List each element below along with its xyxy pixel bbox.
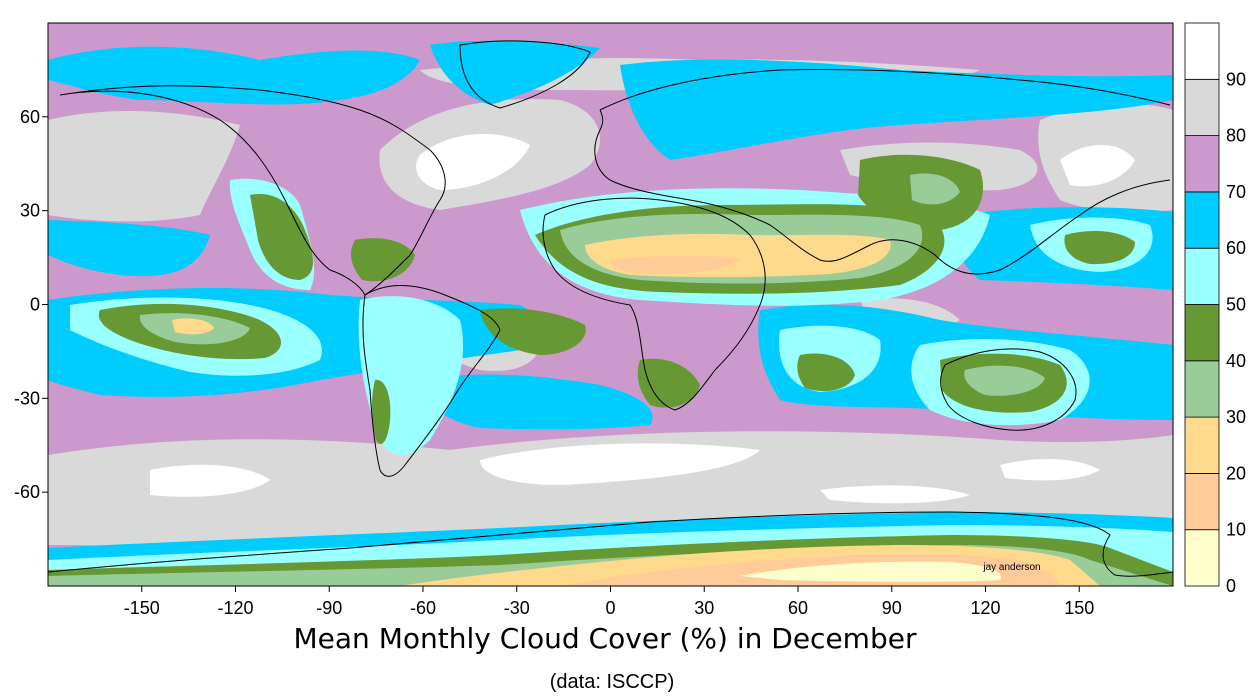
legend-swatch bbox=[1184, 416, 1220, 474]
y-tick-label: 0 bbox=[30, 295, 40, 315]
field-white-southern-4 bbox=[1000, 458, 1100, 481]
legend-tick-label: 80 bbox=[1226, 126, 1246, 146]
legend-tick-label: 50 bbox=[1226, 295, 1246, 315]
field-caribbean-green bbox=[350, 238, 415, 282]
field-south-atlantic-cyan bbox=[420, 374, 653, 430]
x-tick-label: -150 bbox=[124, 598, 160, 618]
legend-swatch bbox=[1184, 529, 1220, 587]
field-mexico-green bbox=[250, 194, 314, 280]
x-tick-label: 120 bbox=[970, 598, 1000, 618]
legend: 0 10 20 30 40 50 60 70 80 90 bbox=[1184, 22, 1246, 596]
coast-africa bbox=[542, 197, 766, 411]
coast-south-america bbox=[362, 285, 501, 477]
legend-tick-label: 90 bbox=[1226, 69, 1246, 89]
coastlines bbox=[48, 40, 1173, 577]
legend-tick-label: 60 bbox=[1226, 238, 1246, 258]
legend-tick-label: 10 bbox=[1226, 520, 1246, 540]
x-tick-label: -60 bbox=[410, 598, 436, 618]
map-subtitle: (data: ISCCP) bbox=[550, 671, 674, 693]
field-andes-green bbox=[372, 379, 391, 444]
x-tick-label: -90 bbox=[316, 598, 342, 618]
coast-greenland bbox=[459, 40, 591, 109]
coast-antarctica bbox=[48, 511, 1173, 577]
field-eurasia-cyan bbox=[620, 59, 1173, 160]
field-white-southern-3 bbox=[820, 485, 970, 504]
legend-swatch bbox=[1184, 360, 1220, 418]
y-axis: 60 30 0 -30 -60 bbox=[14, 107, 48, 502]
legend-tick-label: 30 bbox=[1226, 407, 1246, 427]
cloud-field: jay anderson bbox=[48, 23, 1173, 586]
legend-swatch bbox=[1184, 304, 1220, 362]
legend-tick-label: 40 bbox=[1226, 351, 1246, 371]
y-tick-label: -60 bbox=[14, 482, 40, 502]
coast-north-america bbox=[59, 85, 446, 296]
legend-swatch bbox=[1184, 247, 1220, 305]
y-tick-label: 30 bbox=[20, 201, 40, 221]
field-tropical-pacific-cyan bbox=[48, 220, 210, 277]
legend-swatch bbox=[1184, 135, 1220, 193]
legend-swatch bbox=[1184, 472, 1220, 531]
x-tick-label: -120 bbox=[217, 598, 253, 618]
field-pacific-tan bbox=[172, 318, 214, 335]
field-npacific-green bbox=[1064, 230, 1135, 265]
coast-eurasia bbox=[594, 68, 1171, 275]
x-tick-label: 150 bbox=[1064, 598, 1094, 618]
field-sahara-peach bbox=[610, 255, 740, 275]
coast-australia bbox=[940, 348, 1077, 431]
x-tick-label: 60 bbox=[788, 598, 808, 618]
field-white-southern-1 bbox=[150, 464, 270, 497]
field-safrica-green bbox=[637, 358, 700, 408]
map-panel: jay anderson -150 -120 -90 -60 -30 0 30 60 90 120… bbox=[14, 22, 1174, 618]
credit-label: jay anderson bbox=[982, 562, 1040, 573]
legend-swatch bbox=[1184, 191, 1220, 249]
field-white-southern-2 bbox=[480, 443, 760, 485]
field-atlantic-green bbox=[480, 308, 586, 355]
legend-swatch bbox=[1184, 78, 1220, 137]
field-indian-green bbox=[797, 353, 855, 392]
legend-tick-label: 0 bbox=[1226, 576, 1236, 596]
legend-tick-label: 20 bbox=[1226, 463, 1246, 483]
y-tick-label: -30 bbox=[14, 388, 40, 408]
field-north-pacific-80-90 bbox=[48, 110, 240, 222]
x-tick-label: 90 bbox=[882, 598, 902, 618]
x-tick-label: 0 bbox=[605, 598, 615, 618]
map-title: Mean Monthly Cloud Cover (%) in December bbox=[294, 622, 917, 655]
legend-swatch bbox=[1184, 22, 1220, 80]
field-white-nw-pacific bbox=[1060, 145, 1135, 187]
field-asia-lightgreen bbox=[910, 173, 960, 205]
x-tick-label: 30 bbox=[694, 598, 714, 618]
field-arctic-cyan bbox=[48, 46, 420, 105]
x-tick-label: -30 bbox=[504, 598, 530, 618]
field-australia-lightgreen bbox=[964, 365, 1045, 396]
legend-tick-label: 70 bbox=[1226, 182, 1246, 202]
field-antarctic-paleyellow bbox=[740, 561, 1001, 582]
x-axis: -150 -120 -90 -60 -30 0 30 60 90 120 150 bbox=[124, 586, 1094, 618]
y-tick-label: 60 bbox=[20, 107, 40, 127]
